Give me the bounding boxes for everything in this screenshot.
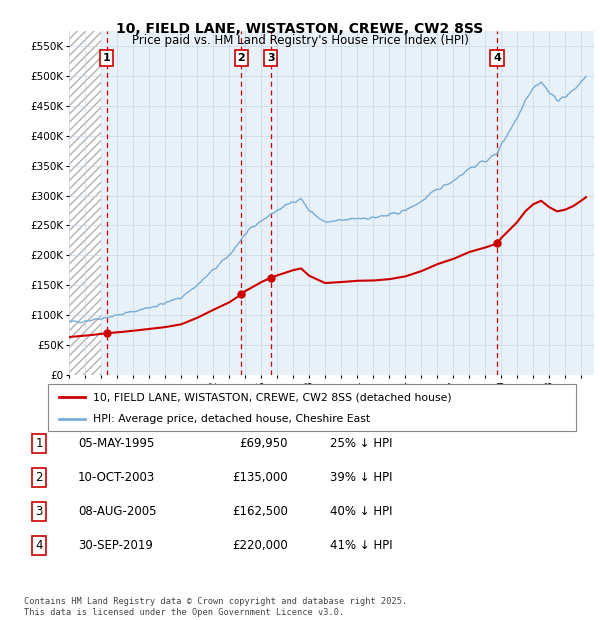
Text: 30-SEP-2019: 30-SEP-2019: [78, 539, 153, 552]
Text: 08-AUG-2005: 08-AUG-2005: [78, 505, 157, 518]
Text: 10-OCT-2003: 10-OCT-2003: [78, 471, 155, 484]
Text: £220,000: £220,000: [232, 539, 288, 552]
Text: 05-MAY-1995: 05-MAY-1995: [78, 437, 154, 450]
Text: 39% ↓ HPI: 39% ↓ HPI: [330, 471, 392, 484]
Text: 4: 4: [35, 539, 43, 552]
Text: £162,500: £162,500: [232, 505, 288, 518]
Text: Contains HM Land Registry data © Crown copyright and database right 2025.
This d: Contains HM Land Registry data © Crown c…: [24, 598, 407, 617]
Text: £135,000: £135,000: [232, 471, 288, 484]
Text: Price paid vs. HM Land Registry's House Price Index (HPI): Price paid vs. HM Land Registry's House …: [131, 34, 469, 47]
Text: 10, FIELD LANE, WISTASTON, CREWE, CW2 8SS: 10, FIELD LANE, WISTASTON, CREWE, CW2 8S…: [116, 22, 484, 36]
Text: 2: 2: [35, 471, 43, 484]
Text: 41% ↓ HPI: 41% ↓ HPI: [330, 539, 392, 552]
Text: 3: 3: [267, 53, 274, 63]
Text: 25% ↓ HPI: 25% ↓ HPI: [330, 437, 392, 450]
Text: 40% ↓ HPI: 40% ↓ HPI: [330, 505, 392, 518]
Text: 10, FIELD LANE, WISTASTON, CREWE, CW2 8SS (detached house): 10, FIELD LANE, WISTASTON, CREWE, CW2 8S…: [93, 392, 452, 402]
Text: 3: 3: [35, 505, 43, 518]
Text: 2: 2: [238, 53, 245, 63]
Text: 1: 1: [103, 53, 110, 63]
Text: 4: 4: [493, 53, 501, 63]
FancyBboxPatch shape: [48, 384, 576, 431]
Text: 1: 1: [35, 437, 43, 450]
Text: HPI: Average price, detached house, Cheshire East: HPI: Average price, detached house, Ches…: [93, 414, 370, 424]
Text: £69,950: £69,950: [239, 437, 288, 450]
